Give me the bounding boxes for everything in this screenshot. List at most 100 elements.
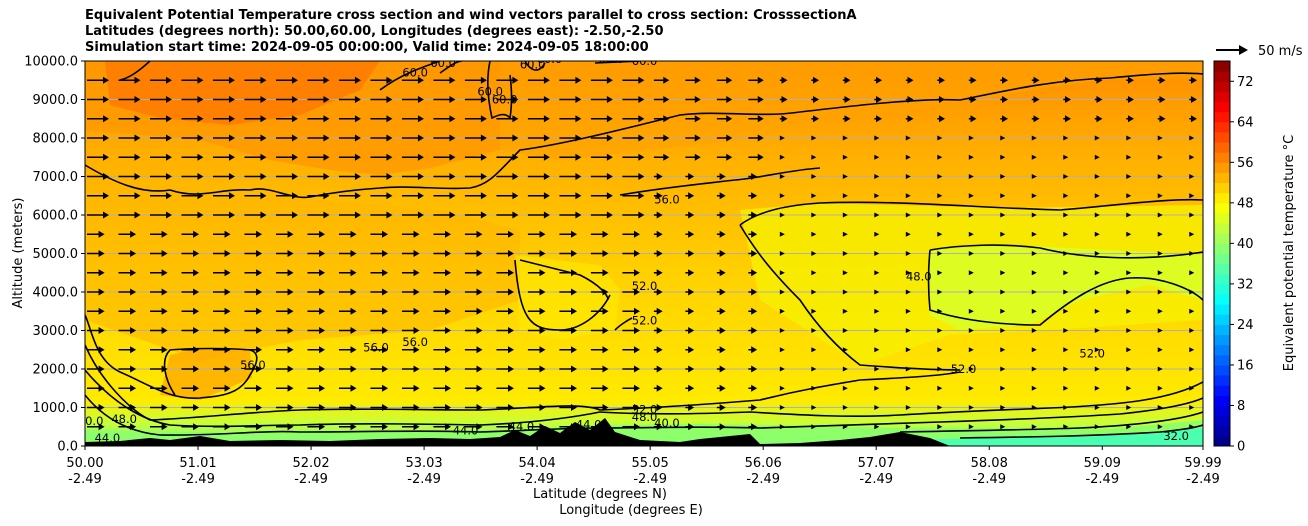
wind-vector [748,365,758,373]
wind-vector [370,192,393,200]
wind-vector [118,173,141,180]
wind-vector [874,76,883,84]
wind-vector [401,404,420,411]
upper-right-orange [500,61,1203,160]
wind-vector [811,231,817,237]
wind-vector [1063,405,1069,410]
wind-vector [874,405,880,410]
wind-vector [874,366,880,372]
wind-vector [1000,328,1006,333]
wind-vector [464,134,487,142]
wind-vector [590,384,609,392]
colorbar-segment [1214,71,1230,82]
x-tick-label-longitude: -2.49 [1186,472,1220,487]
wind-vector [1126,76,1134,84]
wind-vector [275,327,294,334]
wind-vector [181,76,204,84]
wind-vector [1000,424,1006,430]
wind-vector [811,424,817,430]
wind-vector [968,308,974,314]
contour-label: 60.0 [477,85,503,99]
wind-vector [275,153,298,161]
wind-vector [559,250,577,257]
wind-vector [244,269,263,277]
wind-vector [937,96,946,103]
x-tick-label-longitude: -2.49 [633,472,667,487]
colorbar-segment [1214,263,1230,275]
wind-vector [685,211,695,219]
colorbar-tick-label: 16 [1237,358,1254,373]
y-tick-label: 10000.0 [24,55,78,70]
wind-vector [87,307,105,315]
wind-vector [1189,424,1195,430]
wind-vector [842,231,848,237]
wind-vector [622,173,645,180]
wind-reference-arrowhead-icon [1239,45,1248,55]
wind-vector [1189,231,1195,237]
wind-vector [181,327,200,334]
wind-vector [244,76,267,84]
wind-vector [874,212,880,218]
wind-vector [1126,405,1132,410]
wind-vector [370,250,389,257]
contour-48-low [85,369,1203,428]
wind-vector [212,153,235,161]
wind-vector [905,328,911,333]
x-tick-label-longitude: -2.49 [746,472,780,487]
wind-vector [464,307,483,315]
wind-vector [590,96,613,103]
colorbar-segment [1214,121,1230,133]
wind-vector [622,250,640,257]
wind-vector [1126,424,1132,430]
wind-vector [1157,328,1163,333]
wind-vector [968,270,974,276]
wind-vector [87,423,105,431]
wind-vector [1126,270,1132,276]
wind-vector [149,346,168,354]
wind-vector [212,76,235,84]
colorbar-segment [1214,385,1230,396]
wind-vector [905,154,911,160]
colorbar-segment [1214,314,1230,325]
plot-area: 60.060.060.060.060.060.0 60.0 60.056.052.0… [85,61,1203,446]
wind-vector [464,192,487,200]
wind-vector [212,307,231,315]
wind-vector [905,193,911,199]
wind-vector [1063,231,1069,237]
colorbar-segment [1214,334,1230,346]
wind-vector [181,307,200,315]
x-tick-label-longitude: -2.49 [1085,472,1119,487]
wind-vector [968,231,974,237]
wind-vector [874,115,883,123]
wind-vector [527,269,546,277]
wind-vector [149,96,172,103]
wind-vector [118,404,137,411]
wind-vector [622,384,640,392]
wind-vector [87,211,109,219]
wind-vector [937,308,943,314]
wind-vector [1094,270,1100,276]
wind-vector [307,423,326,431]
wind-vector [244,307,263,315]
wind-vector [779,424,785,430]
wind-vector [653,115,670,123]
contour-label: 48.0 [111,412,137,426]
wind-vector [212,423,231,431]
y-tick-label: 7000.0 [33,170,79,185]
wind-vector [401,173,424,180]
wind-vector [811,251,817,256]
wind-vector [496,173,519,180]
wind-vector [748,250,758,257]
wind-vector [1063,347,1069,353]
wind-vector [968,366,974,372]
wind-vector [1189,289,1195,295]
wind-vector [622,115,645,123]
wind-vector [464,384,483,392]
wind-vector [338,230,357,238]
wind-vector [748,288,758,296]
colorbar-frame [1213,60,1231,447]
wind-vector [401,384,420,392]
wind-vector [1157,193,1163,199]
wind-vector [1031,115,1040,123]
wind-vector [401,250,420,257]
